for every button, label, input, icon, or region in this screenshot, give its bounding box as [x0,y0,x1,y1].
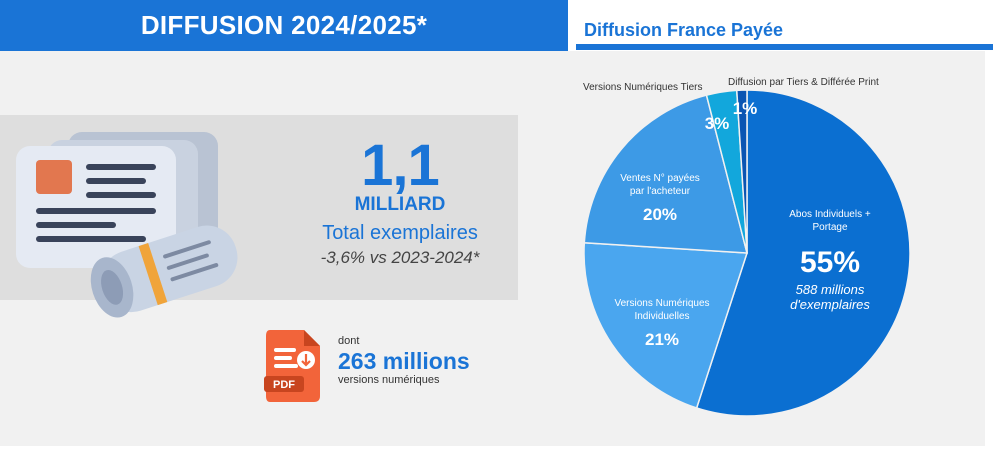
slice-name-vni: Versions Numériques Individuelles [614,298,710,322]
slice-outside-label-vnt: Versions Numériques Tiers [583,82,703,93]
pie-slice-abos [695,89,911,417]
total-stat: 1,1 MILLIARD Total exemplaires -3,6% vs … [300,133,500,270]
digital-stat: dont 263 millions versions numériques [338,334,470,387]
slice-label-abos: Abos Individuels + Portage 55% 588 millions… [770,208,890,312]
slice-label-ventes: Ventes N° payées par l'acheteur 20% [600,172,720,226]
pie-slice-ventes [583,94,748,254]
total-change: -3,6% vs 2023-2024* [320,248,480,267]
slice-pct-ventes: 20% [642,205,678,224]
pie-slice-tiers [735,89,748,254]
chart-title-underline [576,44,993,50]
slice-pct-vnt: 3% [704,114,730,133]
slice-label-tiers: 1% [730,98,760,120]
main-title-banner: DIFFUSION 2024/2025* [0,0,568,51]
total-unit: MILLIARD [354,194,446,215]
slice-pct-vni: 21% [644,330,680,349]
newspaper-icon [16,132,238,318]
digital-value: 263 millions [338,348,470,374]
digital-prefix: dont [338,335,360,347]
pdf-icon: PDF [264,330,320,402]
chart-title: Diffusion France Payée [584,20,784,40]
pdf-label: PDF [273,379,295,391]
slice-outside-label-tiers: Diffusion par Tiers & Différée Print [728,77,879,88]
digital-label: versions numériques [338,374,440,386]
slice-pct-tiers: 1% [732,99,758,118]
total-label: Total exemplaires [322,222,478,244]
chart-title-banner: Diffusion France Payée [576,0,993,51]
slice-note-abos: 588 millions d'exemplaires [790,282,870,312]
slice-pct-abos: 55% [799,246,861,279]
slice-label-vni: Versions Numériques Individuelles 21% [597,297,727,351]
total-value: 1,1 [361,133,440,198]
slice-name-ventes: Ventes N° payées par l'acheteur [620,173,700,197]
slice-label-vnt: 3% [702,113,732,135]
pie-slice-vni [583,241,749,409]
main-title: DIFFUSION 2024/2025* [140,10,428,40]
slice-name-abos: Abos Individuels + Portage [789,209,871,233]
